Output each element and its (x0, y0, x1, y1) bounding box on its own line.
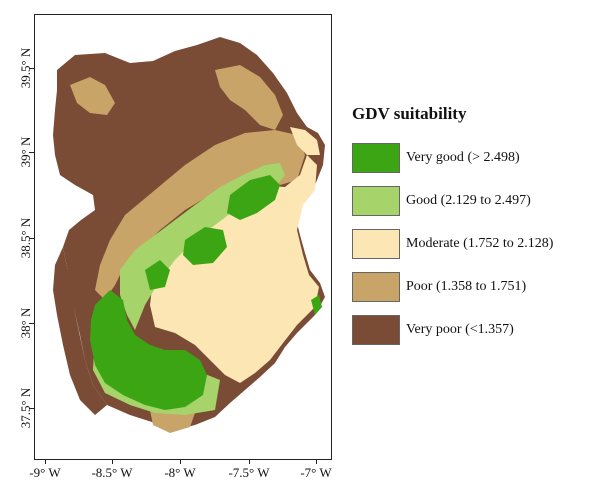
x-tick-mark (112, 459, 113, 464)
legend-item-moderate: Moderate (1.752 to 2.128) (352, 222, 592, 265)
very-good-zone-northeast (227, 175, 280, 220)
coastal-strip (53, 247, 107, 415)
legend-title: GDV suitability (352, 104, 467, 123)
legend-item-poor: Poor (1.358 to 1.751) (352, 265, 592, 308)
y-tick-mark (29, 238, 34, 239)
suitability-map (53, 37, 325, 433)
very-good-zone-south (90, 290, 207, 410)
x-tick-label: -8.5° W (91, 465, 133, 480)
x-tick-label: -9° W (29, 465, 61, 480)
y-tick-mark (29, 68, 34, 69)
legend-swatch (352, 314, 400, 345)
legend-item-good: Good (2.129 to 2.497) (352, 179, 592, 222)
legend-label: Very good (> 2.498) (406, 149, 520, 165)
legend-item-very-poor: Very poor (<1.357) (352, 308, 592, 351)
y-tick-label: 39° N (18, 136, 33, 168)
very-good-zone-east-edge (311, 295, 322, 315)
x-tick-mark (316, 459, 317, 464)
legend-label: Good (2.129 to 2.497) (406, 192, 531, 208)
y-tick-label: 37.5° N (18, 387, 33, 429)
x-tick-mark (249, 459, 250, 464)
legend-label: Poor (1.358 to 1.751) (406, 278, 527, 294)
x-tick-label: -8° W (164, 465, 196, 480)
very-good-zone-mid (183, 227, 227, 265)
y-tick-label: 39.5° N (18, 47, 33, 89)
map-frame (34, 14, 332, 460)
y-tick-mark (29, 408, 34, 409)
y-tick-mark (29, 152, 34, 153)
legend-label: Very poor (<1.357) (406, 321, 514, 337)
x-tick-mark (180, 459, 181, 464)
legend-swatch (352, 142, 400, 173)
poor-zone-northeast (215, 65, 283, 130)
very-good-zone-west (145, 260, 170, 290)
moderate-zone-east (290, 127, 320, 155)
y-tick-label: 38.5° N (18, 217, 33, 259)
moderate-zone-main (150, 155, 319, 383)
legend-swatch (352, 271, 400, 302)
y-tick-label: 38° N (18, 307, 33, 339)
legend-swatch (352, 228, 400, 259)
legend-item-very-good: Very good (> 2.498) (352, 136, 592, 179)
legend-swatch (352, 185, 400, 216)
x-tick-mark (45, 459, 46, 464)
legend-label: Moderate (1.752 to 2.128) (406, 235, 554, 251)
legend: GDV suitability Very good (> 2.498) Good… (352, 104, 592, 351)
y-tick-mark (29, 323, 34, 324)
x-tick-label: -7° W (300, 465, 332, 480)
poor-zone-north (70, 77, 115, 115)
x-tick-label: -7.5° W (228, 465, 270, 480)
